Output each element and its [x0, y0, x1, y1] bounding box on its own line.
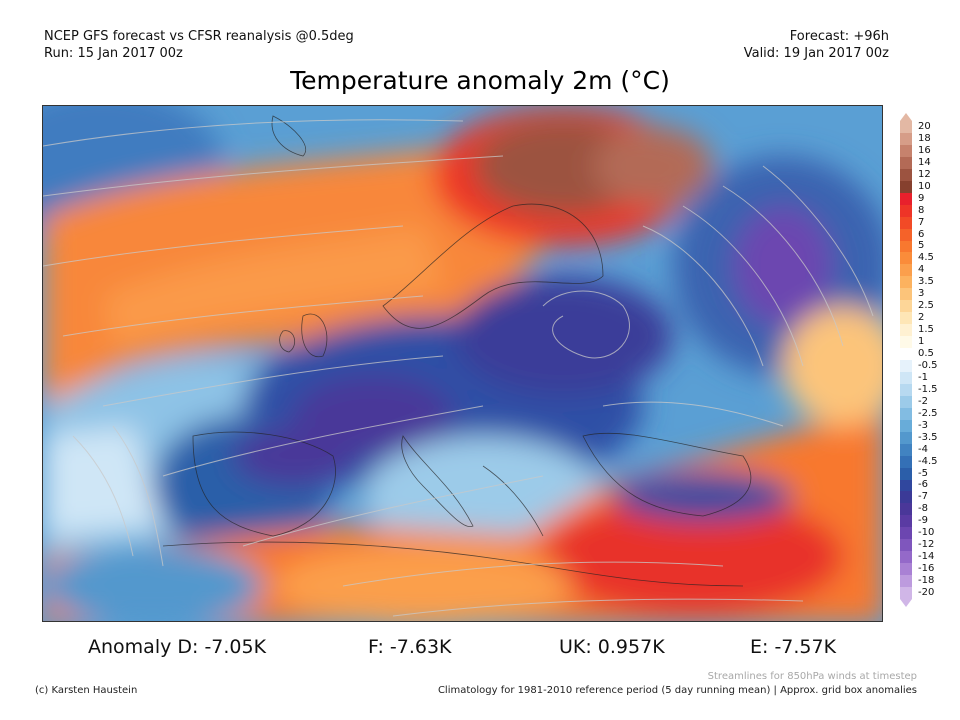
- colorbar-segment: [900, 264, 912, 277]
- anomaly-map: [42, 105, 883, 622]
- colorbar-label: 3: [918, 288, 925, 300]
- colorbar-segment: [900, 443, 912, 457]
- colorbar-segment: [900, 503, 912, 516]
- colorbar-label: -1: [918, 371, 928, 383]
- colorbar-label: 16: [918, 144, 931, 156]
- anomaly-france: F: -7.63K: [368, 636, 452, 658]
- colorbar-label: -18: [918, 575, 935, 587]
- colorbar-segment: [900, 204, 912, 218]
- colorbar: [900, 113, 912, 607]
- colorbar-label: 10: [918, 180, 931, 192]
- colorbar-segment: [900, 276, 912, 289]
- colorbar-label: -3: [918, 419, 928, 431]
- colorbar-segment: [900, 300, 912, 313]
- colorbar-label: -5: [918, 467, 928, 479]
- colorbar-segment: [900, 467, 912, 480]
- colorbar-label: 6: [918, 228, 925, 240]
- colorbar-segment: [900, 192, 912, 206]
- colorbar-segment: [900, 144, 912, 158]
- colorbar-segment: [900, 371, 912, 385]
- colorbar-label: -9: [918, 515, 928, 527]
- colorbar-segment: [900, 288, 912, 301]
- map-title: Temperature anomaly 2m (°C): [290, 66, 670, 95]
- anomaly-spain: E: -7.57K: [750, 636, 837, 658]
- colorbar-segment: [900, 407, 912, 421]
- colorbar-label: 4.5: [918, 252, 934, 264]
- colorbar-label: -12: [918, 539, 935, 551]
- copyright: (c) Karsten Haustein: [35, 685, 138, 696]
- colorbar-label: 1: [918, 336, 925, 348]
- colorbar-label: 12: [918, 168, 931, 180]
- colorbar-label: -14: [918, 551, 935, 563]
- valid-time: Valid: 19 Jan 2017 00z: [743, 46, 889, 61]
- colorbar-segment: [900, 121, 912, 134]
- colorbar-label: 3.5: [918, 276, 934, 288]
- colorbar-segment: [900, 455, 912, 469]
- colorbar-label: 20: [918, 120, 931, 132]
- colorbar-label: 14: [918, 156, 931, 168]
- run-time: Run: 15 Jan 2017 00z: [44, 46, 183, 61]
- colorbar-segment: [900, 348, 912, 361]
- colorbar-label: 0.5: [918, 348, 934, 360]
- colorbar-label: 7: [918, 216, 925, 228]
- forecast-info: Forecast: +96h Valid: 19 Jan 2017 00z: [744, 28, 889, 62]
- colorbar-segment: [900, 383, 912, 397]
- anomaly-germany: Anomaly D: -7.05K: [88, 636, 267, 658]
- colorbar-label: -2: [918, 395, 928, 407]
- colorbar-segment: [900, 419, 912, 433]
- colorbar-bottom-arrow: [900, 599, 912, 607]
- colorbar-label: 18: [918, 132, 931, 144]
- colorbar-label: 8: [918, 204, 925, 216]
- colorbar-segment: [900, 575, 912, 588]
- colorbar-segment: [900, 168, 912, 182]
- colorbar-segment: [900, 491, 912, 504]
- colorbar-segment: [900, 240, 912, 253]
- streamlines-note: Streamlines for 850hPa winds at timestep: [707, 671, 917, 682]
- colorbar-segment: [900, 551, 912, 564]
- colorbar-segment: [900, 515, 912, 528]
- colorbar-label: -8: [918, 503, 928, 515]
- colorbar-label: 2: [918, 312, 925, 324]
- colorbar-label: -7: [918, 491, 928, 503]
- colorbar-label: -1.5: [918, 383, 938, 395]
- colorbar-label: -4.5: [918, 455, 938, 467]
- forecast-lead-time: Forecast: +96h: [789, 29, 889, 44]
- colorbar-label: -3.5: [918, 431, 938, 443]
- colorbar-segment: [900, 395, 912, 409]
- colorbar-segment: [900, 156, 912, 170]
- colorbar-segment: [900, 216, 912, 230]
- colorbar-label: 5: [918, 240, 925, 252]
- colorbar-label: 2.5: [918, 300, 934, 312]
- colorbar-label: -16: [918, 563, 935, 575]
- colorbar-segment: [900, 360, 912, 373]
- colorbar-segment: [900, 563, 912, 576]
- colorbar-segment: [900, 180, 912, 194]
- colorbar-label: -6: [918, 479, 928, 491]
- colorbar-segment: [900, 431, 912, 445]
- colorbar-top-arrow: [900, 113, 912, 121]
- colorbar-segment: [900, 539, 912, 552]
- colorbar-label: -2.5: [918, 407, 938, 419]
- colorbar-segment: [900, 479, 912, 492]
- colorbar-segment: [900, 527, 912, 540]
- anomaly-uk: UK: 0.957K: [559, 636, 665, 658]
- colorbar-label: -0.5: [918, 359, 938, 371]
- colorbar-label: 9: [918, 192, 925, 204]
- colorbar-segment: [900, 324, 912, 337]
- model-run-info: NCEP GFS forecast vs CFSR reanalysis @0.…: [44, 28, 354, 62]
- colorbar-label: 4: [918, 264, 925, 276]
- colorbar-label: -20: [918, 587, 935, 599]
- model-description: NCEP GFS forecast vs CFSR reanalysis @0.…: [44, 29, 354, 44]
- colorbar-label: 1.5: [918, 324, 934, 336]
- colorbar-segment: [900, 336, 912, 349]
- colorbar-label: -10: [918, 527, 935, 539]
- colorbar-label: -4: [918, 443, 928, 455]
- colorbar-segment: [900, 312, 912, 325]
- climatology-note: Climatology for 1981-2010 reference peri…: [437, 685, 917, 696]
- colorbar-segment: [900, 228, 912, 241]
- colorbar-segment: [900, 132, 912, 146]
- colorbar-segment: [900, 252, 912, 265]
- colorbar-segment: [900, 587, 912, 600]
